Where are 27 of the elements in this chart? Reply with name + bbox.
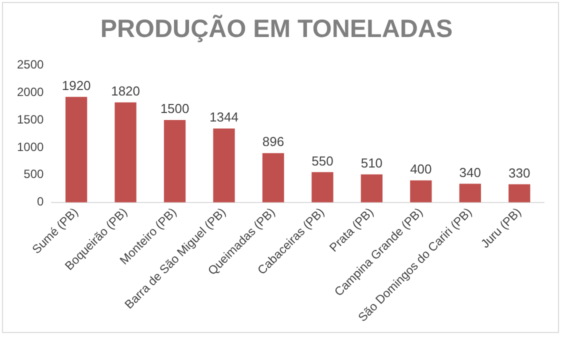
data-label: 340 (459, 164, 482, 180)
bar (114, 102, 136, 202)
chart-title: PRODUÇÃO EM TONELADAS (100, 14, 453, 43)
bar (459, 184, 481, 202)
data-label: 1500 (160, 101, 190, 116)
bar (213, 128, 235, 202)
bar (262, 153, 284, 202)
bar (508, 184, 530, 202)
y-tick-label: 2500 (16, 57, 44, 72)
bar (312, 172, 334, 202)
y-tick-label: 2000 (16, 84, 44, 99)
data-label: 1920 (62, 78, 91, 93)
y-tick-label: 1500 (16, 112, 44, 126)
bar (164, 120, 186, 202)
data-label: 550 (312, 153, 334, 168)
y-tick-label: 1000 (16, 140, 44, 154)
bar (65, 96, 88, 202)
data-label: 330 (508, 165, 530, 180)
data-label: 896 (262, 134, 284, 150)
y-tick-label: 500 (24, 167, 44, 182)
data-label: 1344 (210, 110, 238, 125)
data-label: 510 (360, 155, 383, 170)
data-label: 400 (410, 162, 432, 177)
data-label: 1820 (111, 83, 140, 98)
bar (410, 180, 432, 202)
bar (360, 174, 383, 202)
y-tick-label: 0 (37, 194, 44, 209)
